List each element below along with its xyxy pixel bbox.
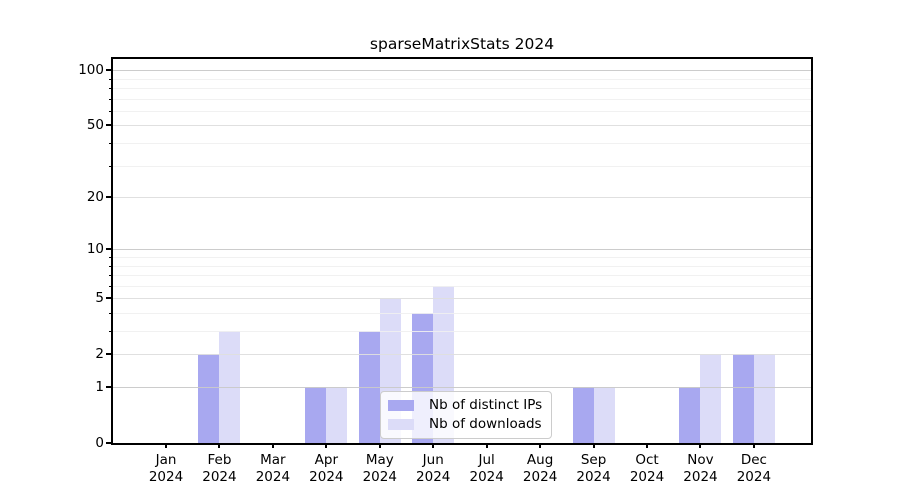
y-minortick-70 (109, 99, 112, 100)
y-tick-label-0: 0 (95, 435, 104, 451)
x-tick-sep (592, 443, 595, 448)
y-minortick-40 (109, 143, 112, 144)
gridline-y-100 (113, 70, 811, 71)
x-tick-apr (325, 443, 328, 448)
x-tick-nov (699, 443, 702, 448)
y-tick-label-20: 20 (86, 189, 104, 206)
bar-nb-of-distinct-ips-nov (679, 387, 701, 443)
x-tick-oct (646, 443, 648, 448)
bar-nb-of-distinct-ips-feb (198, 354, 220, 443)
gridline-y-4 (113, 313, 811, 314)
bar-nb-of-downloads-dec (753, 354, 775, 443)
y-minortick-9 (109, 257, 112, 258)
x-tick-label-jan: Jan 2024 (148, 452, 184, 485)
gridline-y-9 (113, 257, 811, 258)
y-tick-20 (106, 196, 112, 199)
y-minortick-7 (109, 275, 112, 276)
bar-nb-of-distinct-ips-may (358, 331, 380, 443)
gridline-y-1 (113, 387, 811, 388)
x-tick-may (378, 443, 381, 448)
gridline-y-8 (113, 266, 811, 267)
y-tick-1 (106, 386, 112, 388)
gridline-y-20 (113, 197, 811, 198)
gridline-y-5 (113, 298, 811, 299)
x-tick-label-nov: Nov 2024 (683, 452, 718, 485)
x-tick-label-oct: Oct 2024 (629, 452, 665, 485)
y-tick-label-5: 5 (95, 290, 104, 307)
x-tick-aug (539, 443, 542, 448)
y-tick-0 (106, 442, 112, 444)
y-tick-label-100: 100 (78, 62, 104, 79)
x-tick-label-sep: Sep 2024 (576, 452, 611, 485)
x-tick-label-apr: Apr 2024 (309, 452, 344, 485)
gridline-y-6 (113, 286, 811, 287)
bar-nb-of-downloads-sep (593, 387, 615, 443)
x-tick-label-mar: Mar 2024 (255, 452, 291, 485)
gridline-y-60 (113, 111, 811, 112)
bar-nb-of-distinct-ips-sep (572, 387, 594, 443)
y-tick-label-50: 50 (86, 117, 104, 134)
legend-entry-distinct-ips: Nb of distinct IPs (388, 397, 542, 413)
gridline-y-2 (113, 354, 811, 355)
x-tick-mar (271, 443, 274, 448)
bar-nb-of-distinct-ips-apr (305, 387, 327, 443)
legend-label-downloads: Nb of downloads (429, 416, 542, 432)
legend-swatch-distinct-ips (388, 399, 414, 411)
x-tick-jan (165, 443, 167, 448)
y-minortick-4 (109, 313, 112, 314)
bar-nb-of-downloads-nov (700, 354, 722, 443)
gridline-y-3 (113, 331, 811, 332)
y-minortick-30 (109, 166, 112, 167)
y-minortick-8 (109, 266, 112, 267)
gridline-y-80 (113, 88, 811, 89)
y-minortick-80 (109, 88, 112, 89)
y-minortick-60 (109, 111, 112, 112)
gridline-y-30 (113, 166, 811, 167)
x-tick-label-dec: Dec 2024 (736, 452, 772, 485)
x-tick-label-aug: Aug 2024 (522, 452, 558, 485)
y-tick-100 (106, 69, 112, 72)
y-tick-5 (106, 297, 112, 300)
bar-nb-of-downloads-feb (219, 331, 241, 443)
chart-title: sparseMatrixStats 2024 (369, 35, 555, 53)
bar-nb-of-downloads-apr (326, 387, 348, 443)
gridline-y-10 (113, 249, 811, 250)
gridline-y-70 (113, 99, 811, 100)
gridline-y-40 (113, 143, 811, 144)
y-tick-10 (106, 248, 112, 251)
y-tick-label-1: 1 (95, 379, 104, 395)
y-tick-label-2: 2 (95, 346, 104, 363)
y-tick-label-10: 10 (86, 241, 104, 258)
y-tick-2 (106, 353, 112, 356)
bar-nb-of-distinct-ips-dec (732, 354, 754, 443)
legend-entry-downloads: Nb of downloads (388, 416, 542, 432)
y-tick-50 (106, 124, 112, 127)
legend: Nb of distinct IPs Nb of downloads (380, 391, 553, 439)
legend-label-distinct-ips: Nb of distinct IPs (429, 397, 543, 413)
gridline-y-90 (113, 79, 811, 80)
x-tick-jul (485, 443, 488, 448)
x-tick-label-may: May 2024 (362, 452, 397, 485)
y-minortick-90 (109, 79, 112, 80)
x-tick-label-feb: Feb 2024 (202, 452, 237, 485)
y-minortick-3 (109, 331, 112, 332)
plot-area (113, 59, 811, 443)
y-minortick-6 (109, 286, 112, 287)
legend-swatch-downloads (388, 418, 414, 430)
x-tick-feb (218, 443, 221, 448)
x-tick-label-jul: Jul 2024 (469, 452, 504, 485)
x-tick-label-jun: Jun 2024 (416, 452, 451, 485)
x-tick-jun (432, 443, 435, 448)
gridline-y-7 (113, 275, 811, 276)
gridline-y-50 (113, 125, 811, 126)
x-tick-dec (752, 443, 755, 448)
